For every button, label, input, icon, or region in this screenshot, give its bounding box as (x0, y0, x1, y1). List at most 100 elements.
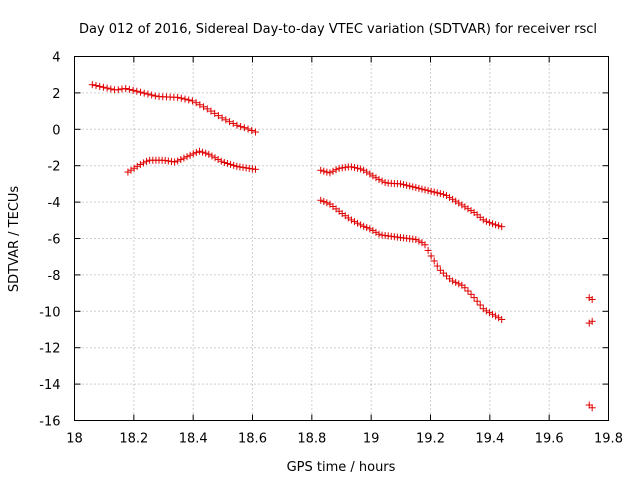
arc-1-point (222, 116, 230, 124)
x-tick-labels: 18 18.2 18.4 18.6 18.8 19 19.2 19.4 19.6 19.8 (66, 432, 623, 447)
arc-2-point (189, 150, 197, 158)
late-points-point (588, 317, 596, 325)
arc-3-point (482, 217, 490, 225)
arc-2-point (211, 154, 219, 162)
arc-1-point (192, 99, 200, 107)
arc-1-point (214, 112, 222, 120)
arc-4-point (347, 216, 355, 224)
y-tick-label: -4 (48, 196, 61, 211)
arc-3-point (400, 181, 408, 189)
arc-1-point (151, 92, 159, 100)
arc-4-point (473, 297, 481, 305)
arc-2-point (220, 159, 228, 167)
arc-3-point (433, 189, 441, 197)
late-points-point (585, 294, 593, 302)
arc-4-point (476, 301, 484, 309)
arc-4-point (354, 219, 362, 227)
arc-4-point (412, 235, 420, 243)
arc-3-point (326, 169, 334, 177)
arc-2-point (130, 164, 138, 172)
arc-4-point (360, 222, 368, 230)
arc-1-point (96, 82, 104, 90)
arc-3-point (378, 177, 386, 185)
arc-2-point (202, 149, 210, 157)
arc-4-point (461, 284, 469, 292)
arc-3-point (317, 166, 325, 174)
arc-3-point (442, 192, 450, 200)
y-tick-label: -16 (39, 415, 60, 430)
arc-4-point (485, 309, 493, 317)
x-tick-label: 18.4 (179, 432, 208, 447)
arc-2-point (133, 162, 141, 170)
arc-4-point (415, 237, 423, 245)
arc-1-point (200, 103, 208, 111)
arc-1-point (144, 90, 152, 98)
arc-4-point (363, 224, 371, 232)
arc-1-point (99, 83, 107, 91)
data-points (88, 81, 596, 412)
arc-4-point (424, 246, 432, 254)
arc-3-point (430, 188, 438, 196)
arc-3-point (492, 221, 500, 229)
arc-1-point (203, 105, 211, 113)
y-tick-label: 2 (52, 87, 60, 102)
arc-1-point (140, 89, 148, 97)
arc-4-point (320, 198, 328, 206)
arc-1-point (129, 86, 137, 94)
arc-4-point (421, 241, 429, 249)
arc-2-point (195, 147, 203, 155)
arc-3-point (418, 185, 426, 193)
arc-1-point (103, 84, 111, 92)
arc-4-point (323, 199, 331, 207)
arc-4-point (467, 290, 475, 298)
arc-1-point (148, 91, 156, 99)
arc-4-point (375, 230, 383, 238)
arc-3-point (357, 165, 365, 173)
arc-2-point (183, 153, 191, 161)
arc-4-point (488, 310, 496, 318)
arc-3-point (406, 182, 414, 190)
arc-2-point (174, 157, 182, 165)
x-tick-label: 19.4 (475, 432, 504, 447)
x-tick-label: 19.6 (535, 432, 564, 447)
arc-3-point (396, 180, 404, 188)
arc-3-point (421, 186, 429, 194)
y-tick-label: -2 (48, 160, 61, 175)
arc-3-point (369, 172, 377, 180)
y-tick-label: -6 (48, 233, 61, 248)
arc-4-point (357, 221, 365, 229)
arc-3-point (461, 203, 469, 211)
arc-4-point (350, 218, 358, 226)
arc-4-point (317, 196, 325, 204)
y-tick-label: 0 (52, 123, 60, 138)
arc-1-point (237, 123, 245, 131)
arc-4-point (433, 262, 441, 270)
arc-3-point (381, 179, 389, 187)
y-tick-label: -14 (39, 378, 60, 393)
arc-1-point (218, 114, 226, 122)
arc-2-point (180, 154, 188, 162)
arc-3-point (363, 168, 371, 176)
arc-1-point (251, 128, 259, 136)
arc-2-point (186, 151, 194, 159)
arc-3-point (452, 197, 460, 205)
arc-3-point (332, 166, 340, 174)
arc-4-point (498, 315, 506, 323)
arc-4-point (464, 287, 472, 295)
arc-4-point (449, 277, 457, 285)
arc-1-point (207, 107, 215, 115)
x-tick-label: 19.8 (594, 432, 623, 447)
arc-1-point (88, 81, 96, 89)
arc-3-point (488, 220, 496, 228)
arc-3-point (464, 205, 472, 213)
arc-2-point (136, 160, 144, 168)
arc-2-point (143, 157, 151, 165)
arc-2-point (230, 161, 238, 169)
arc-1-point (240, 124, 248, 132)
arc-2-point (214, 155, 222, 163)
arc-3-point (427, 187, 435, 195)
axis-ticks (74, 56, 609, 421)
arc-2-point (199, 148, 207, 156)
arc-2-point (171, 158, 179, 166)
late-points-point (585, 319, 593, 327)
